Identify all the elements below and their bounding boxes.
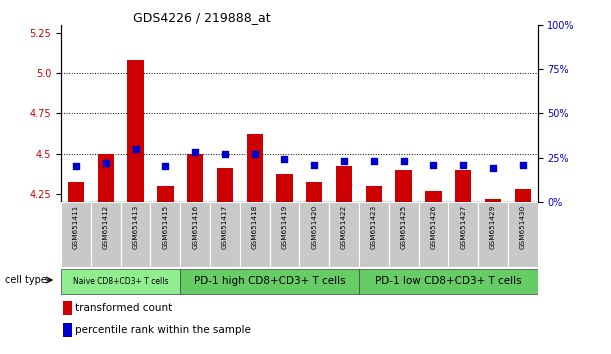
Bar bbox=[157, 186, 174, 202]
Text: GSM651413: GSM651413 bbox=[133, 205, 139, 249]
Text: GSM651426: GSM651426 bbox=[430, 205, 436, 249]
Bar bbox=[120, 202, 150, 267]
Bar bbox=[276, 175, 293, 202]
Point bbox=[161, 164, 170, 169]
Bar bbox=[329, 202, 359, 267]
Text: cell type: cell type bbox=[5, 275, 47, 285]
Text: GSM651412: GSM651412 bbox=[103, 205, 109, 249]
Text: GSM651416: GSM651416 bbox=[192, 205, 198, 249]
Text: GSM651418: GSM651418 bbox=[252, 205, 258, 249]
Text: GSM651427: GSM651427 bbox=[460, 205, 466, 249]
Bar bbox=[395, 170, 412, 202]
Bar bbox=[98, 154, 114, 202]
Text: GSM651422: GSM651422 bbox=[341, 205, 347, 249]
Bar bbox=[269, 202, 299, 267]
Bar bbox=[365, 186, 382, 202]
Bar bbox=[217, 168, 233, 202]
Text: GDS4226 / 219888_at: GDS4226 / 219888_at bbox=[133, 11, 270, 24]
Point bbox=[101, 160, 111, 166]
Point bbox=[131, 146, 141, 152]
Text: GSM651420: GSM651420 bbox=[311, 205, 317, 249]
Point bbox=[220, 151, 230, 157]
Text: GSM651430: GSM651430 bbox=[520, 205, 526, 249]
Text: PD-1 low CD8+CD3+ T cells: PD-1 low CD8+CD3+ T cells bbox=[375, 276, 522, 286]
Bar bbox=[455, 170, 472, 202]
Bar bbox=[306, 182, 323, 202]
Bar bbox=[299, 202, 329, 267]
Point bbox=[399, 158, 409, 164]
Point bbox=[488, 165, 498, 171]
Point bbox=[369, 158, 379, 164]
Bar bbox=[508, 202, 538, 267]
Text: GSM651425: GSM651425 bbox=[401, 205, 407, 249]
Bar bbox=[61, 269, 180, 294]
Text: GSM651415: GSM651415 bbox=[163, 205, 169, 249]
Point bbox=[250, 151, 260, 157]
Bar bbox=[336, 166, 353, 202]
Bar bbox=[127, 60, 144, 202]
Point bbox=[280, 156, 290, 162]
Bar bbox=[478, 202, 508, 267]
Bar bbox=[64, 301, 72, 315]
Bar bbox=[359, 202, 389, 267]
Bar bbox=[485, 199, 501, 202]
Bar bbox=[61, 202, 91, 267]
Text: GSM651417: GSM651417 bbox=[222, 205, 228, 249]
Point bbox=[190, 149, 200, 155]
Bar bbox=[425, 190, 442, 202]
Bar bbox=[180, 202, 210, 267]
Point bbox=[428, 162, 438, 167]
Bar bbox=[448, 202, 478, 267]
Bar bbox=[68, 182, 84, 202]
Text: GSM651411: GSM651411 bbox=[73, 205, 79, 249]
Point bbox=[458, 162, 468, 167]
Bar bbox=[419, 202, 448, 267]
Point bbox=[518, 162, 528, 167]
Text: Naive CD8+CD3+ T cells: Naive CD8+CD3+ T cells bbox=[73, 277, 169, 286]
Text: PD-1 high CD8+CD3+ T cells: PD-1 high CD8+CD3+ T cells bbox=[194, 276, 345, 286]
Bar bbox=[514, 189, 531, 202]
Text: GSM651423: GSM651423 bbox=[371, 205, 377, 249]
Bar bbox=[210, 202, 240, 267]
Bar bbox=[91, 202, 120, 267]
Point bbox=[339, 158, 349, 164]
Bar bbox=[150, 202, 180, 267]
Bar bbox=[359, 269, 538, 294]
Bar bbox=[180, 269, 359, 294]
Bar bbox=[240, 202, 269, 267]
Point bbox=[309, 162, 319, 167]
Bar bbox=[389, 202, 419, 267]
Bar bbox=[187, 154, 203, 202]
Bar bbox=[64, 323, 72, 337]
Text: percentile rank within the sample: percentile rank within the sample bbox=[75, 325, 251, 335]
Point bbox=[71, 164, 81, 169]
Bar bbox=[246, 134, 263, 202]
Text: transformed count: transformed count bbox=[75, 303, 173, 313]
Text: GSM651429: GSM651429 bbox=[490, 205, 496, 249]
Text: GSM651419: GSM651419 bbox=[282, 205, 288, 249]
